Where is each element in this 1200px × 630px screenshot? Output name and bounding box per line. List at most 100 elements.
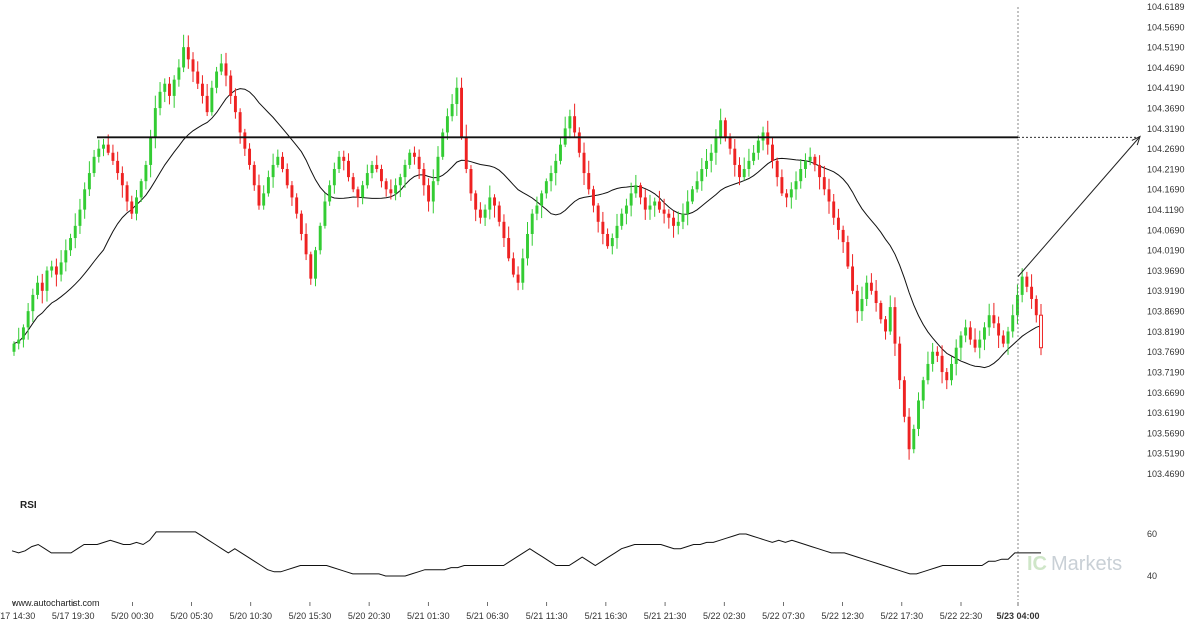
candle [205, 83, 209, 117]
x-tick-label: 5/20 10:30 [229, 611, 272, 621]
candle [954, 339, 958, 376]
candle [945, 368, 949, 390]
candle [31, 288, 35, 322]
candle [483, 204, 487, 226]
candle [45, 266, 49, 302]
x-tick-label: 5/20 15:30 [289, 611, 332, 621]
candle [1020, 268, 1024, 303]
candle [1025, 271, 1029, 293]
y-tick-label: 104.2690 [1147, 144, 1185, 154]
candle [940, 345, 944, 384]
candle [888, 295, 892, 335]
candle [931, 342, 935, 372]
candle [215, 66, 219, 94]
candle [1034, 295, 1038, 323]
candle [455, 77, 459, 116]
candle [549, 165, 553, 192]
candle [987, 303, 991, 336]
candle [959, 331, 963, 360]
y-tick-label: 103.9190 [1147, 286, 1185, 296]
x-tick-label: 5/21 11:30 [526, 611, 568, 621]
candle [243, 128, 247, 156]
x-tick-label: 5/20 00:30 [111, 611, 154, 621]
candle [1039, 303, 1043, 356]
candle [314, 246, 317, 287]
candle [262, 185, 266, 210]
candle [441, 128, 445, 160]
candle [634, 174, 638, 198]
candle [813, 154, 817, 172]
candle [997, 316, 1001, 349]
candle [681, 203, 685, 230]
candle [502, 214, 506, 247]
candle [606, 228, 610, 249]
candle [83, 182, 87, 219]
candle [281, 152, 284, 173]
candle [379, 164, 383, 188]
candle [912, 424, 916, 454]
candle [1006, 326, 1010, 355]
candle [554, 153, 558, 186]
candle [822, 165, 826, 196]
y-tick-label: 103.9690 [1147, 266, 1185, 276]
y-tick-label: 104.5190 [1147, 43, 1185, 53]
candle [794, 171, 798, 200]
candle [238, 108, 242, 144]
candle [356, 186, 360, 208]
candle [672, 210, 676, 238]
candle [648, 194, 652, 220]
watermark-markets: Markets [1051, 553, 1122, 575]
candle [120, 166, 124, 198]
y-tick-label: 103.5190 [1147, 449, 1185, 459]
resistance-level [97, 7, 1140, 600]
candle [422, 162, 426, 196]
candle [427, 178, 431, 212]
candle [478, 202, 482, 224]
candle [59, 250, 63, 282]
x-tick-label: 5/21 06:30 [466, 611, 509, 621]
candle [879, 300, 883, 324]
candle [676, 211, 680, 235]
candle [342, 150, 346, 171]
candle [248, 143, 252, 170]
y-tick-label: 104.3190 [1147, 124, 1185, 134]
candle [266, 170, 270, 197]
candle [893, 297, 897, 356]
rsi-panel: 60 40 [11, 529, 1157, 581]
y-tick-label: 104.3690 [1147, 103, 1185, 113]
candle [686, 190, 690, 226]
candle [87, 161, 91, 197]
candle [968, 321, 972, 345]
candle [464, 124, 468, 174]
candle [761, 126, 765, 151]
x-tick-label: 5/20 20:30 [348, 611, 391, 621]
candle [719, 108, 723, 145]
candle [516, 266, 520, 291]
y-tick-label: 103.8190 [1147, 327, 1185, 337]
candle [394, 178, 398, 201]
autochartist-website: www.autochartist.com [11, 598, 100, 608]
watermark-ic: IC [1027, 553, 1047, 575]
y-tick-label: 104.0690 [1147, 225, 1185, 235]
candle [747, 148, 751, 177]
candle [803, 153, 807, 178]
candle [276, 149, 280, 168]
candle [21, 324, 25, 348]
rsi-line [11, 531, 1041, 577]
candle [351, 172, 355, 193]
candle [252, 161, 256, 191]
candle [620, 208, 624, 230]
candle [384, 178, 388, 197]
candle [365, 164, 369, 189]
candle [540, 190, 544, 219]
rsi-tick-label: 60 [1147, 529, 1157, 539]
candle [182, 34, 186, 73]
candle [144, 160, 148, 190]
candle [40, 273, 44, 304]
x-tick-label: 5/21 01:30 [407, 611, 450, 621]
candle [50, 260, 54, 278]
candle [846, 235, 850, 269]
x-tick-label: 5/21 16:30 [585, 611, 628, 621]
x-tick-label: 5/23 04:00 [996, 611, 1039, 621]
candle [992, 302, 996, 329]
